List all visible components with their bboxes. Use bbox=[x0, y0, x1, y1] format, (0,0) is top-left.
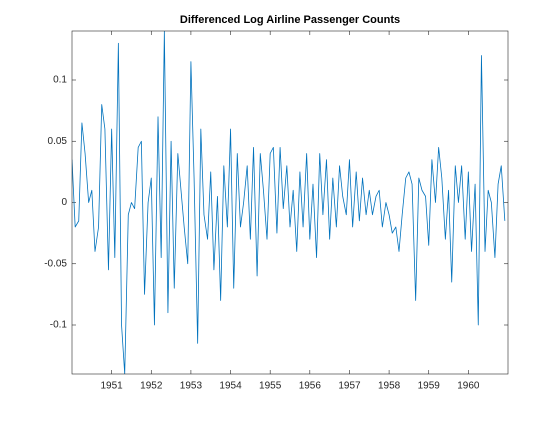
y-tick-label: -0.05 bbox=[44, 258, 67, 269]
x-tick-label: 1951 bbox=[101, 381, 124, 392]
x-tick-label: 1955 bbox=[259, 381, 282, 392]
x-tick-label: 1957 bbox=[338, 381, 361, 392]
y-tick-label: -0.1 bbox=[50, 320, 68, 331]
x-tick-label: 1959 bbox=[418, 381, 441, 392]
y-tick-label: 0.05 bbox=[48, 136, 68, 147]
y-tick-label: 0 bbox=[61, 197, 67, 208]
x-tick-label: 1956 bbox=[299, 381, 322, 392]
chart-title: Differenced Log Airline Passenger Counts bbox=[180, 14, 400, 26]
plot-area bbox=[72, 31, 508, 374]
x-tick-label: 1958 bbox=[378, 381, 401, 392]
x-tick-label: 1960 bbox=[457, 381, 480, 392]
x-tick-label: 1954 bbox=[219, 381, 242, 392]
axes-box bbox=[71, 30, 509, 375]
x-tick-label: 1953 bbox=[180, 381, 203, 392]
x-tick-label: 1952 bbox=[140, 381, 163, 392]
y-tick-label: 0.1 bbox=[53, 75, 67, 86]
data-line bbox=[72, 31, 506, 374]
